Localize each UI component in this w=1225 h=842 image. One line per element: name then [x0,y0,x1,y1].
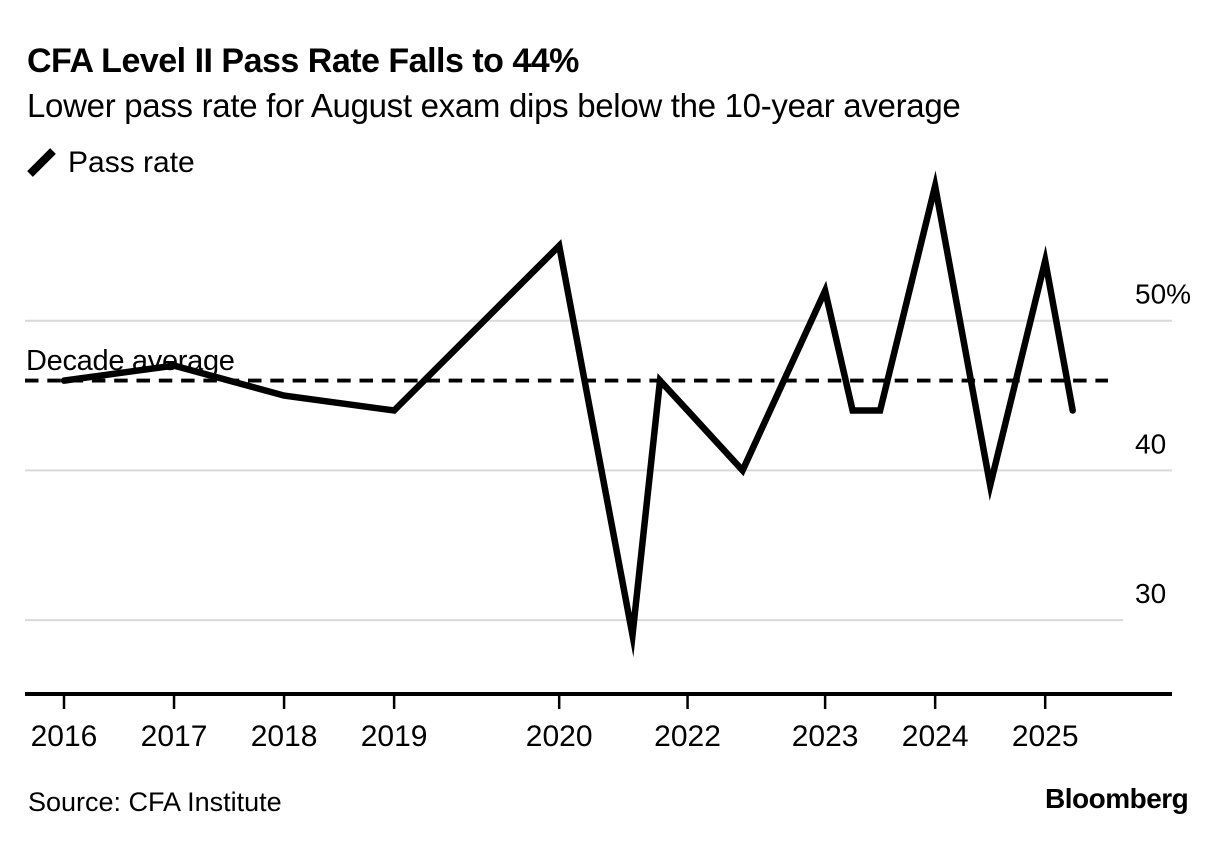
x-tick-label: 2017 [141,720,208,753]
y-axis-label: 50% [1135,279,1191,310]
chart-title: CFA Level II Pass Rate Falls to 44% [27,42,579,80]
x-tick-label: 2020 [526,720,593,753]
source-note: Source: CFA Institute [28,787,282,817]
legend: Pass rate [27,146,195,180]
x-tick-label: 2024 [902,720,969,753]
x-tick-label: 2019 [361,720,428,753]
y-axis-label: 40 [1135,428,1166,459]
x-tick-label: 2016 [31,720,98,753]
axis-labels: 50% 40 30 2016 2017 2018 2019 2020 2022 2023 2024 2… [31,279,1191,753]
bloomberg-logo: Bloomberg [1045,783,1189,814]
x-axis [25,692,1172,709]
pass-rate-line [60,170,1076,658]
x-tick-label: 2025 [1012,720,1079,753]
chart-subtitle: Lower pass rate for August exam dips bel… [27,87,961,124]
line-series-icon [27,148,56,177]
legend-label: Pass rate [68,146,195,179]
pass-rate-series [60,170,1076,658]
y-axis-label: 30 [1135,578,1166,609]
x-tick-label: 2023 [792,720,859,753]
decade-average-label: Decade average [26,345,235,377]
x-tick-label: 2018 [251,720,318,753]
x-tick-label: 2022 [654,720,721,753]
